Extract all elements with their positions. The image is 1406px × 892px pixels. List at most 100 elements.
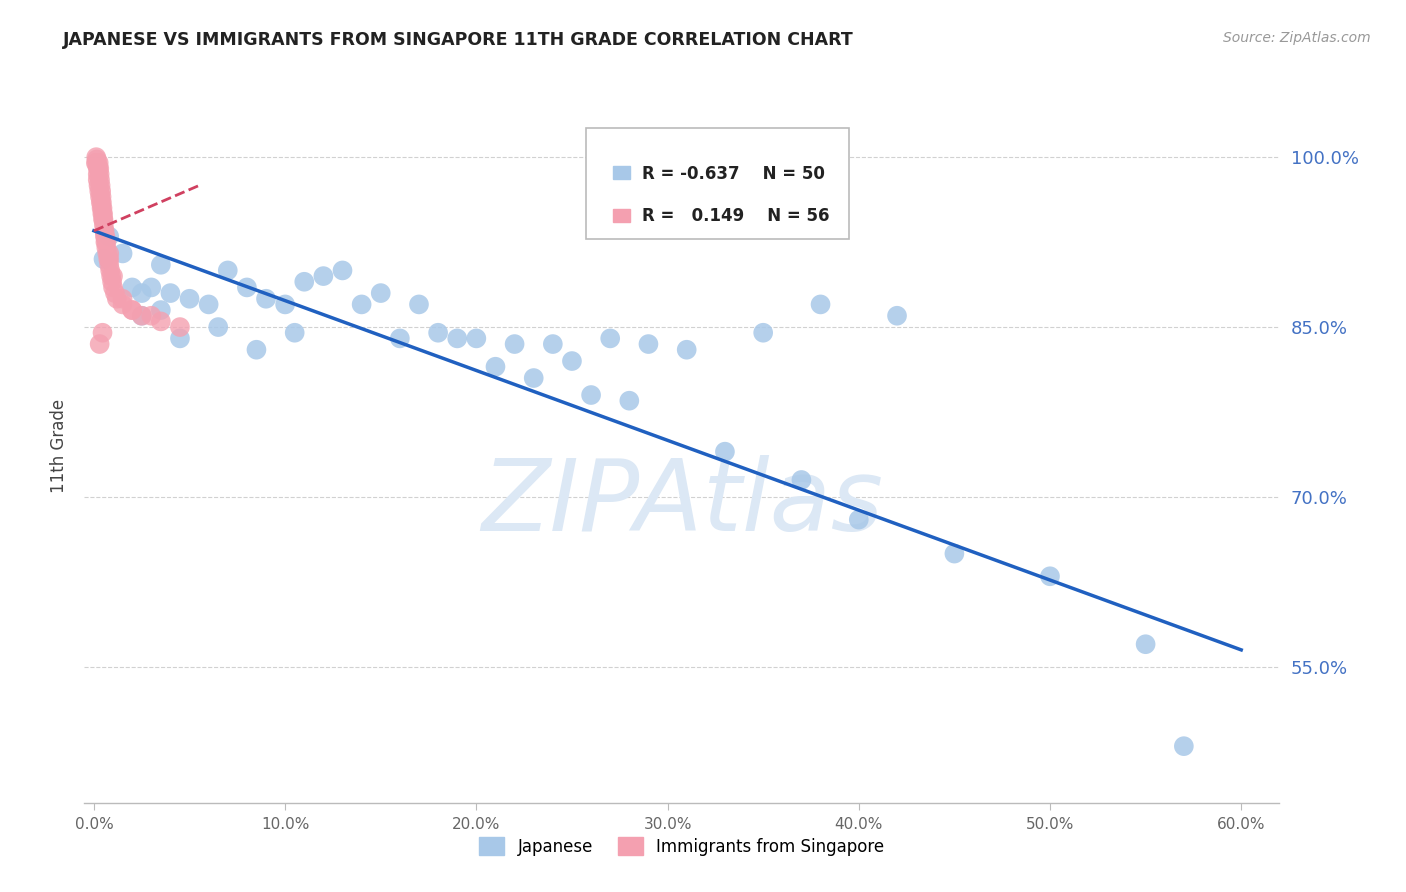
Point <box>714 444 737 458</box>
Point <box>141 280 163 294</box>
Point <box>141 309 163 323</box>
Point <box>427 326 450 340</box>
Point <box>86 153 108 167</box>
Point <box>93 252 115 266</box>
Point <box>752 326 775 340</box>
Point <box>1173 739 1195 754</box>
Point <box>274 297 297 311</box>
Point <box>254 292 277 306</box>
Point <box>370 286 392 301</box>
Point <box>84 156 107 170</box>
Point <box>91 212 114 227</box>
Point <box>93 218 115 232</box>
Point <box>1135 637 1157 651</box>
Point <box>579 388 602 402</box>
Point <box>408 297 430 311</box>
Point <box>561 354 583 368</box>
Point <box>332 263 354 277</box>
Point <box>121 303 143 318</box>
Point <box>94 235 117 249</box>
Point <box>91 207 114 221</box>
Point <box>84 150 107 164</box>
Point <box>98 229 121 244</box>
Point <box>111 246 134 260</box>
Point <box>292 275 315 289</box>
Point <box>350 297 373 311</box>
Point <box>90 190 112 204</box>
Point <box>149 303 172 318</box>
Point <box>91 195 114 210</box>
Legend: Japanese, Immigrants from Singapore: Japanese, Immigrants from Singapore <box>472 830 891 863</box>
Point <box>790 473 813 487</box>
Point <box>98 246 121 260</box>
Point <box>96 235 118 249</box>
Point <box>90 184 112 198</box>
Point <box>675 343 697 357</box>
Point <box>111 292 134 306</box>
Point <box>169 320 191 334</box>
Point <box>89 190 111 204</box>
Point <box>236 280 259 294</box>
Point <box>90 195 112 210</box>
Point <box>98 258 121 272</box>
Point <box>599 331 621 345</box>
Point <box>105 292 128 306</box>
Point <box>100 269 122 284</box>
Point <box>91 207 114 221</box>
Y-axis label: 11th Grade: 11th Grade <box>51 399 69 493</box>
Point <box>93 224 115 238</box>
Point <box>86 159 108 173</box>
Point <box>217 263 239 277</box>
Point <box>121 280 143 294</box>
Text: R =   0.149    N = 56: R = 0.149 N = 56 <box>641 207 830 225</box>
Point <box>87 167 110 181</box>
Point <box>111 297 134 311</box>
Point <box>159 286 181 301</box>
Point <box>104 286 127 301</box>
Point <box>87 161 110 176</box>
Bar <box>613 209 630 222</box>
Point <box>131 309 153 323</box>
Point <box>121 303 143 318</box>
Point <box>101 275 124 289</box>
Point <box>149 314 172 328</box>
Point <box>96 246 118 260</box>
Point <box>503 337 526 351</box>
Point <box>179 292 201 306</box>
Point <box>388 331 411 345</box>
Point <box>523 371 546 385</box>
Point <box>484 359 506 374</box>
Point <box>197 297 219 311</box>
Point <box>169 331 191 345</box>
Point <box>94 229 117 244</box>
Point <box>90 178 112 193</box>
Point <box>89 337 111 351</box>
Point <box>96 241 118 255</box>
Point <box>446 331 468 345</box>
Point <box>149 258 172 272</box>
Point <box>207 320 229 334</box>
Point <box>810 297 832 311</box>
Point <box>89 167 111 181</box>
Point <box>87 156 110 170</box>
Point <box>93 224 115 238</box>
Point <box>848 513 870 527</box>
Point <box>87 173 110 187</box>
Point <box>101 269 124 284</box>
Point <box>131 286 153 301</box>
Point <box>97 252 120 266</box>
Point <box>619 393 641 408</box>
Point <box>284 326 307 340</box>
Point <box>886 309 908 323</box>
Point <box>943 547 966 561</box>
Point <box>94 229 117 244</box>
Point <box>89 184 111 198</box>
Point <box>637 337 659 351</box>
Point <box>1039 569 1062 583</box>
FancyBboxPatch shape <box>586 128 849 239</box>
Point <box>91 326 114 340</box>
Bar <box>613 167 630 179</box>
Point <box>312 269 335 284</box>
Text: Source: ZipAtlas.com: Source: ZipAtlas.com <box>1223 31 1371 45</box>
Point <box>91 201 114 215</box>
